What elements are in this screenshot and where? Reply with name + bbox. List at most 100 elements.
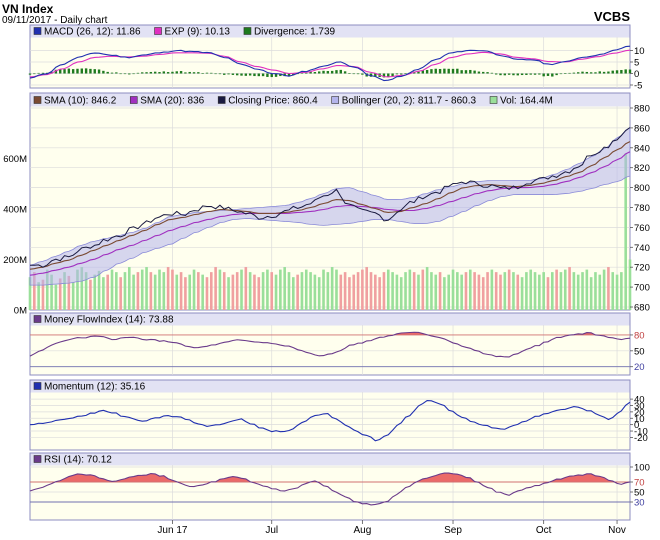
volume-bar (266, 269, 269, 310)
momentum-tick-label: 10 (634, 414, 645, 425)
macd-divergence-bar (460, 70, 463, 74)
volume-bar (464, 272, 468, 310)
macd-divergence-bar (361, 73, 364, 75)
macd-divergence-bar (162, 71, 166, 74)
volume-bar (50, 274, 53, 310)
volume-bar (115, 272, 118, 310)
x-axis-label: Nov (608, 525, 626, 536)
macd-divergence-bar (456, 68, 459, 74)
volume-bar (235, 272, 239, 310)
volume-bar (296, 274, 299, 310)
macd-divergence-bar (166, 72, 170, 74)
volume-bar (361, 269, 364, 310)
macd-divergence-bar (615, 70, 619, 74)
macd-divergence-bar (356, 73, 360, 75)
volume-bar (382, 272, 386, 310)
macd-divergence-bar (149, 71, 153, 74)
volume-bar (304, 269, 308, 310)
volume-tick-label: 600M (3, 154, 27, 165)
macd-tick-label: 0 (634, 69, 639, 80)
macd-divergence-bar (598, 71, 601, 74)
rsi-overbought-fill (30, 473, 630, 482)
macd-divergence-bar (611, 70, 614, 74)
macd-divergence-bar (555, 73, 558, 76)
macd-divergence-bar (227, 73, 230, 75)
volume-bar (378, 277, 381, 310)
macd-divergence-bar (533, 73, 537, 75)
volume-bar (127, 267, 131, 310)
macd-divergence-bar (283, 73, 286, 77)
volume-bar (41, 279, 45, 310)
macd-divergence-bar (84, 68, 88, 74)
macd-divergence-bar (318, 71, 321, 74)
momentum-tick-label: 30 (634, 401, 645, 412)
macd-tick-label: 5 (634, 58, 639, 69)
macd-divergence-bar (270, 73, 273, 78)
macd-divergence-bar (106, 71, 109, 74)
macd-divergence-bar (352, 73, 355, 75)
price-tick-label: 840 (634, 143, 650, 154)
volume-bar (598, 274, 602, 310)
macd-divergence-bar (434, 68, 437, 74)
volume-bar (335, 269, 338, 310)
price-tick-label: 820 (634, 163, 650, 174)
volume-bar (153, 274, 157, 310)
macd-divergence-bar (179, 71, 183, 74)
macd-divergence-bar (577, 72, 580, 74)
volume-bar (512, 272, 515, 310)
volume-bar (132, 274, 135, 310)
volume-bar (486, 272, 489, 310)
sma10-line (29, 141, 631, 270)
volume-bar (179, 272, 183, 310)
volume-bar (119, 277, 122, 310)
volume-bar (615, 274, 619, 310)
macd-divergence-bar (274, 73, 278, 77)
macd-divergence-bar (516, 73, 519, 76)
volume-bar (374, 274, 377, 310)
volume-bar (369, 272, 373, 310)
chart-date: 09/11/2017 - Daily chart (2, 15, 108, 26)
volume-bar (576, 274, 580, 310)
price-tick-label: 740 (634, 243, 650, 254)
volume-bar (279, 269, 282, 310)
macd-legend-macd: MACD (26, 12): 11.86 (44, 27, 141, 38)
momentum-tick-label: -20 (634, 433, 648, 444)
volume-bar (594, 272, 597, 310)
macd-divergence-bar (469, 69, 472, 74)
rsi-legend-swatch-rsi (33, 455, 42, 463)
macd-divergence-bar (197, 72, 200, 74)
volume-bar (106, 274, 109, 310)
mfi-legend-swatch-mfi (33, 315, 42, 323)
macd-divergence-bar (33, 73, 36, 75)
macd-divergence-bar (438, 68, 442, 74)
volume-bar (80, 267, 84, 310)
volume-bar (473, 272, 476, 310)
macd-divergence-bar (589, 72, 593, 74)
volume-bar (240, 269, 243, 310)
macd-divergence-bar (374, 73, 377, 77)
macd-divergence-bar (417, 71, 420, 74)
price-legend-close: Closing Price: 860.4 (228, 96, 318, 107)
macd-divergence-bar (153, 71, 157, 74)
macd-divergence-bar (443, 68, 446, 74)
volume-bar (192, 269, 196, 310)
chart-title: VN Index (2, 2, 54, 16)
macd-divergence-bar (171, 71, 174, 74)
macd-divergence-bar (102, 70, 105, 74)
macd-legend-exp: EXP (9): 10.13 (165, 27, 231, 38)
x-axis-label: Jun 17 (157, 525, 187, 536)
volume-bar (37, 282, 40, 310)
mfi-legend-band (30, 313, 630, 326)
volume-bar (136, 272, 140, 310)
volume-bar (499, 274, 502, 310)
volume-tick-label: 400M (3, 205, 27, 216)
macd-divergence-bar (559, 73, 563, 75)
price-legend-swatch-sma20 (129, 96, 138, 104)
macd-divergence-bar (546, 73, 550, 76)
volume-bar (309, 272, 312, 310)
volume-bar (404, 272, 407, 310)
macd-divergence-bar (494, 73, 498, 75)
macd-divergence-bar (158, 72, 161, 74)
volume-bar (559, 272, 563, 310)
volume-bar (447, 274, 451, 310)
